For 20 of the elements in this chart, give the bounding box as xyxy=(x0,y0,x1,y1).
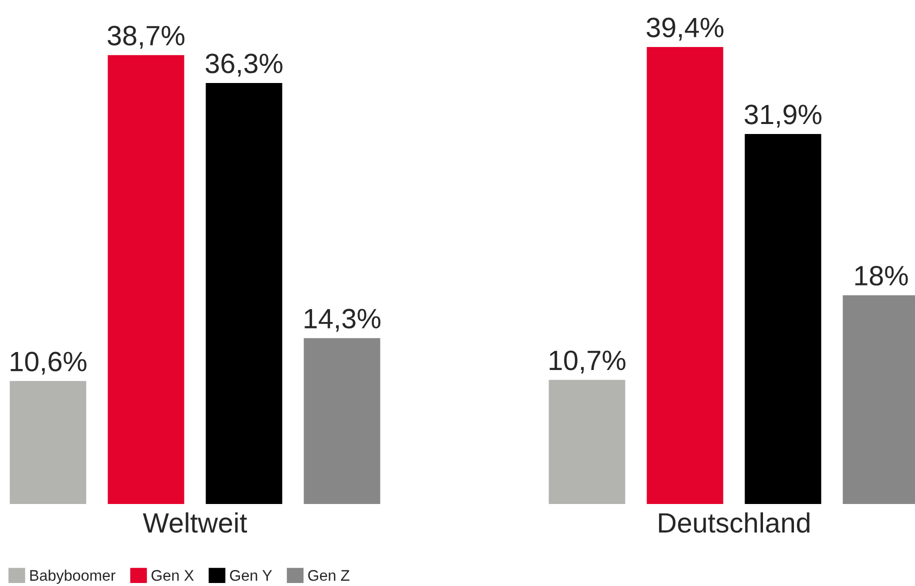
bar xyxy=(744,134,822,504)
x-tick-label: Weltweit xyxy=(142,512,248,533)
data-label: 39,4% xyxy=(646,18,724,41)
data-label: 18% xyxy=(855,266,908,286)
bar xyxy=(206,82,282,504)
data-label: 14,3% xyxy=(304,308,380,332)
bar xyxy=(646,47,724,504)
legend-label: Babyboomer xyxy=(30,570,116,584)
data-label: 31,9% xyxy=(744,104,822,128)
data-label: 10,7% xyxy=(550,350,626,374)
legend-label: Gen Y xyxy=(230,570,272,581)
data-label: 36,3% xyxy=(206,54,282,77)
bar xyxy=(10,381,86,504)
bar xyxy=(108,55,184,504)
legend-label: Gen Z xyxy=(308,570,350,581)
legend-label: Gen X xyxy=(152,570,194,581)
bar xyxy=(548,380,626,504)
data-label: 38,7% xyxy=(108,26,184,49)
x-tick-label: Deutschland xyxy=(659,512,810,533)
data-label: 10,6% xyxy=(10,352,86,375)
